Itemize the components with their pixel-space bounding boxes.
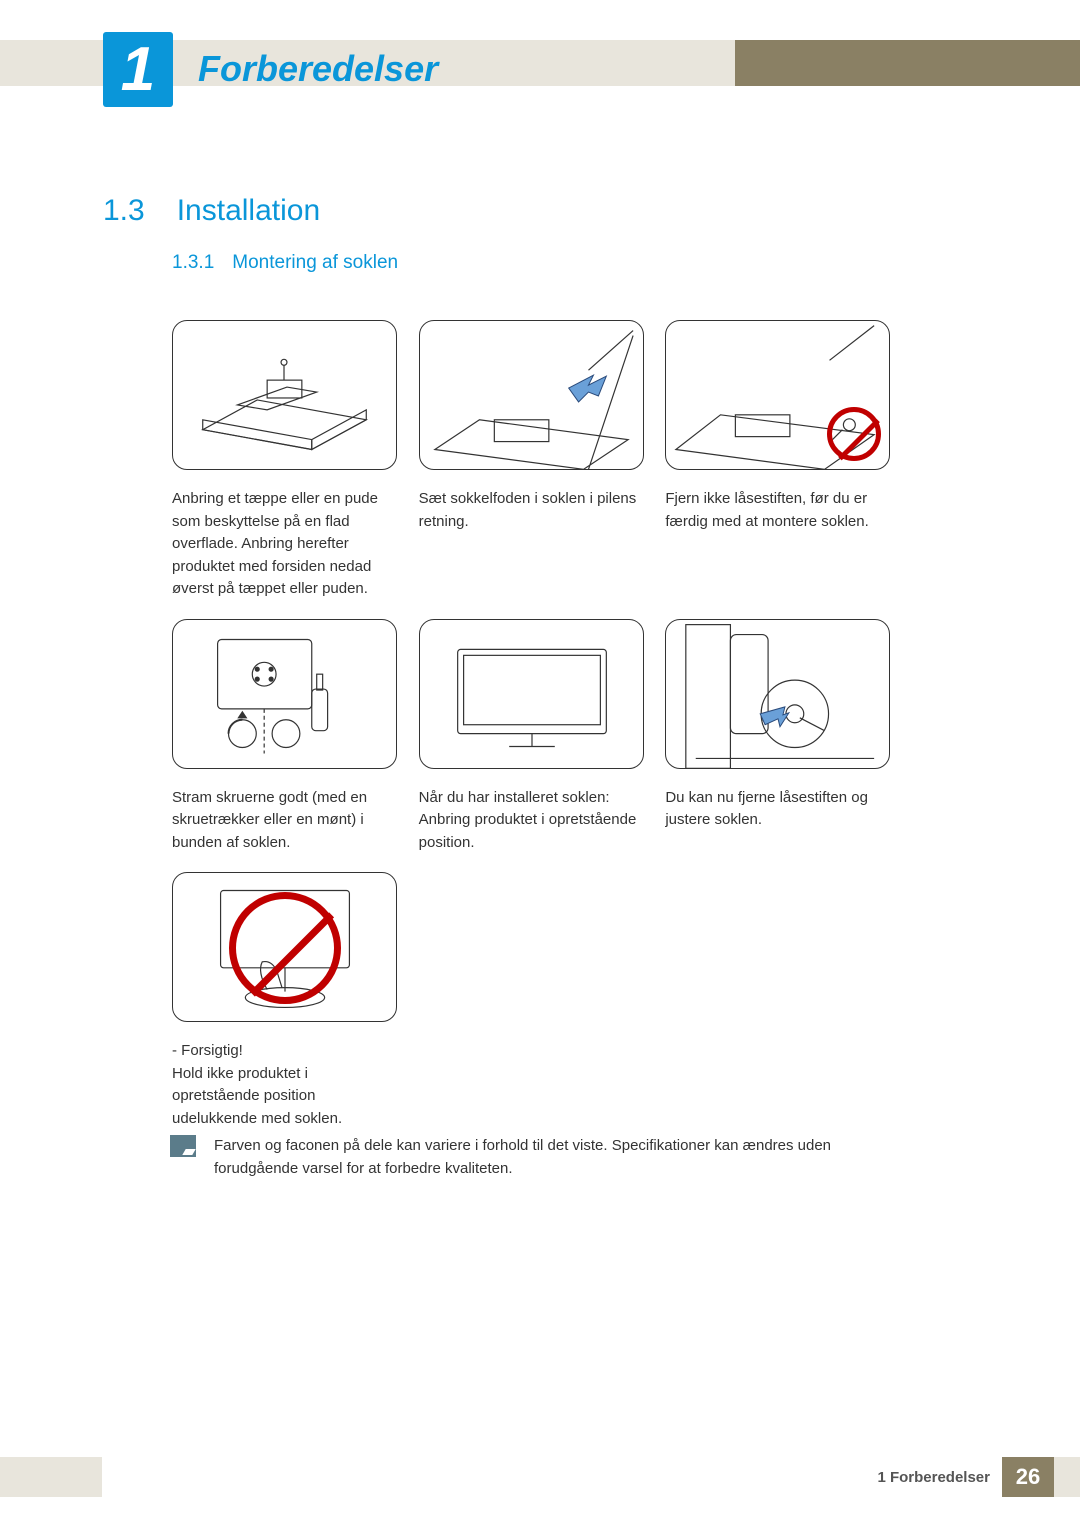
subsection-heading: 1.3.1 Montering af soklen: [172, 252, 398, 274]
prohibit-icon: [229, 892, 341, 1004]
section-heading: 1.3 Installation: [103, 194, 320, 228]
subsection-title: Montering af soklen: [232, 252, 398, 274]
step-cell: Anbring et tæppe eller en pude som besky…: [172, 320, 399, 601]
step-diagram-lock-pin-warning: [665, 320, 890, 470]
footer-bar-mid: 1 Forberedelser: [102, 1457, 1002, 1497]
subsection-number: 1.3.1: [172, 252, 214, 274]
step-caption: Sæt sokkelfoden i soklen i pilens retnin…: [419, 488, 644, 533]
step-diagram-tighten-screws: [172, 619, 397, 769]
footer-bar-left: [0, 1457, 102, 1497]
prohibit-icon: [827, 407, 881, 461]
step-diagram-place-product: [172, 320, 397, 470]
step-caption: Når du har installeret soklen: Anbring p…: [419, 787, 644, 855]
warning-label: - Forsigtig!: [172, 1040, 397, 1063]
chapter-number: 1: [121, 39, 155, 101]
step-caption: Stram skruerne godt (med en skruetrækker…: [172, 787, 397, 855]
section-number: 1.3: [103, 194, 145, 228]
section-title: Installation: [177, 194, 320, 228]
step-cell: Når du har installeret soklen: Anbring p…: [419, 619, 646, 855]
footer-bar: 1 Forberedelser 26: [0, 1457, 1080, 1497]
footer-page-box: 26: [1002, 1457, 1054, 1497]
step-cell: Stram skruerne godt (med en skruetrækker…: [172, 619, 399, 855]
note-text: Farven og faconen på dele kan variere i …: [214, 1135, 900, 1180]
step-diagram-insert-foot: [419, 320, 644, 470]
step-diagram-hold-warning: [172, 872, 397, 1022]
warning-caption-text: Hold ikke produktet i opretstående posit…: [172, 1065, 342, 1127]
footer-bar-tail: [1054, 1457, 1080, 1497]
step-caption: Du kan nu fjerne låsestiften og justere …: [665, 787, 890, 832]
step-caption: - Forsigtig! Hold ikke produktet i opret…: [172, 1040, 397, 1130]
step-cell: Du kan nu fjerne låsestiften og justere …: [665, 619, 892, 855]
step-cell: - Forsigtig! Hold ikke produktet i opret…: [172, 872, 399, 1130]
step-cell: Fjern ikke låsestiften, før du er færdig…: [665, 320, 892, 601]
step-cell: Sæt sokkelfoden i soklen i pilens retnin…: [419, 320, 646, 601]
step-caption: Fjern ikke låsestiften, før du er færdig…: [665, 488, 890, 533]
step-diagram-remove-pin: [665, 619, 890, 769]
step-caption: Anbring et tæppe eller en pude som besky…: [172, 488, 397, 601]
note-icon: [170, 1135, 196, 1157]
chapter-title: Forberedelser: [198, 48, 438, 90]
chapter-number-box: 1: [103, 32, 173, 107]
header-bar-right: [735, 40, 1080, 86]
footer-page-number: 26: [1016, 1464, 1040, 1490]
step-diagram-upright: [419, 619, 644, 769]
steps-grid: Anbring et tæppe eller en pude som besky…: [172, 320, 892, 1130]
note-row: Farven og faconen på dele kan variere i …: [170, 1135, 900, 1180]
footer-chapter-ref: 1 Forberedelser: [877, 1469, 990, 1486]
